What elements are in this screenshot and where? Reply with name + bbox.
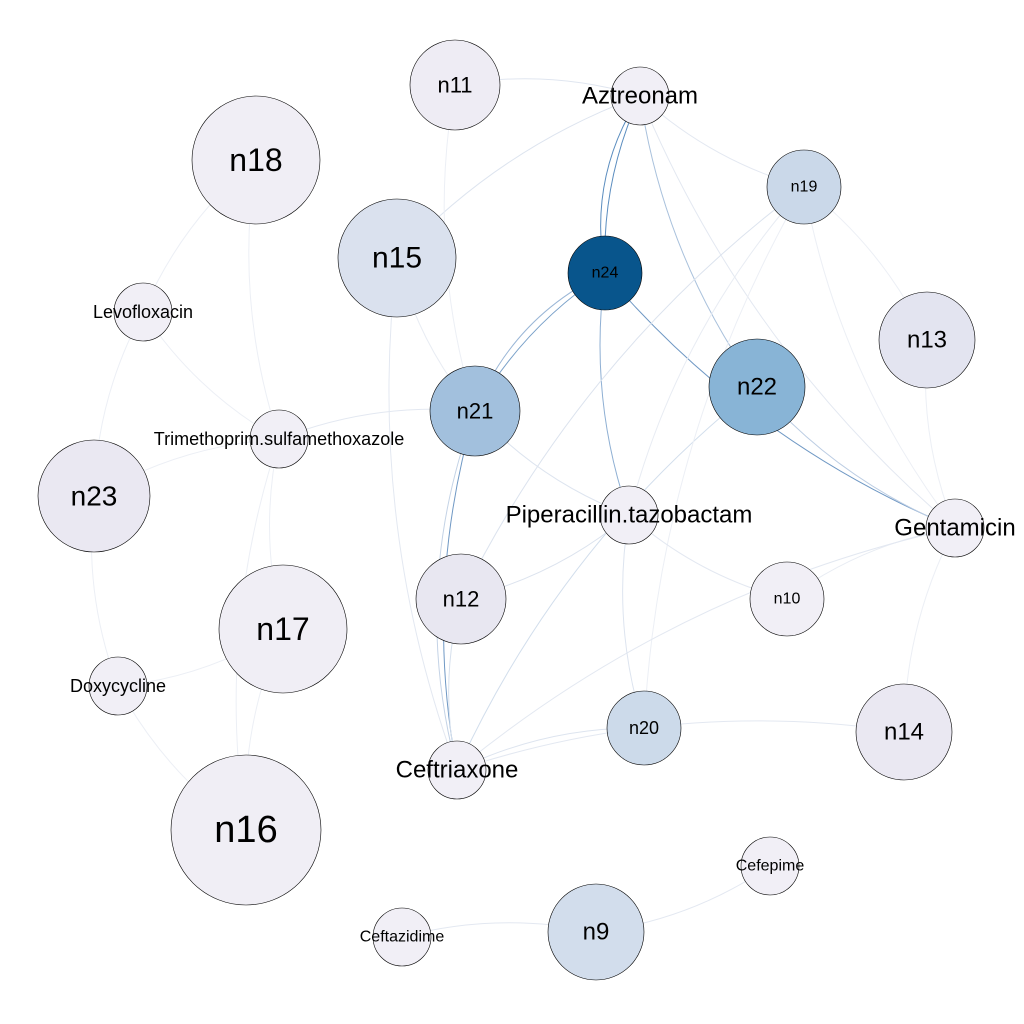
node-n19[interactable]: n19 — [766, 149, 842, 225]
node-n15[interactable]: n15 — [337, 198, 457, 318]
edge-n19-gentamicin — [803, 186, 956, 529]
node-n17[interactable]: n17 — [218, 564, 348, 694]
node-circle[interactable] — [427, 740, 487, 800]
node-n24[interactable]: n24 — [567, 235, 643, 311]
node-label: n11 — [437, 73, 472, 98]
node-circle[interactable] — [606, 690, 682, 766]
node-trimethoprim[interactable]: Trimethoprim.sulfamethoxazole — [154, 409, 404, 469]
node-label: n9 — [583, 919, 610, 946]
node-circle[interactable] — [372, 907, 432, 967]
node-label: n16 — [214, 809, 277, 851]
node-n20[interactable]: n20 — [606, 690, 682, 766]
node-doxycycline[interactable]: Doxycycline — [70, 656, 166, 716]
node-label: Ceftriaxone — [396, 757, 519, 784]
node-circle[interactable] — [855, 683, 953, 781]
node-n13[interactable]: n13 — [878, 291, 976, 389]
node-circle[interactable] — [191, 95, 321, 225]
node-circle[interactable] — [218, 564, 348, 694]
node-circle[interactable] — [88, 656, 148, 716]
node-n23[interactable]: n23 — [37, 439, 151, 553]
node-circle[interactable] — [766, 149, 842, 225]
node-label: n14 — [884, 719, 924, 746]
node-n16[interactable]: n16 — [170, 754, 322, 906]
node-label: n10 — [774, 591, 801, 608]
node-circle[interactable] — [409, 39, 501, 131]
node-gentamicin[interactable]: Gentamicin — [894, 498, 1016, 558]
node-circle[interactable] — [429, 365, 521, 457]
node-circle[interactable] — [610, 66, 670, 126]
node-label: n22 — [737, 374, 777, 401]
node-aztreonam[interactable]: Aztreonam — [582, 66, 698, 126]
node-circle[interactable] — [925, 498, 985, 558]
node-circle[interactable] — [415, 553, 507, 645]
node-circle[interactable] — [740, 836, 800, 896]
node-label: Levofloxacin — [93, 302, 193, 322]
node-circle[interactable] — [337, 198, 457, 318]
node-n11[interactable]: n11 — [409, 39, 501, 131]
node-circle[interactable] — [249, 409, 309, 469]
node-label: Ceftazidime — [360, 929, 445, 946]
node-label: n13 — [907, 327, 947, 354]
node-n9[interactable]: n9 — [547, 883, 645, 981]
node-cefepime[interactable]: Cefepime — [736, 836, 805, 896]
edge-n19-n20 — [643, 186, 805, 729]
node-n21[interactable]: n21 — [429, 365, 521, 457]
node-circle[interactable] — [708, 338, 806, 436]
edge-n19-n12 — [460, 186, 805, 600]
node-label: Gentamicin — [894, 515, 1015, 542]
nodes-layer: n24 n22 n21 n15 n19 n20 n9 n13 n12 n23 n14 n11 n18 n1… — [37, 39, 1016, 981]
node-label: n21 — [457, 399, 494, 424]
edge-n19-piperacillin — [628, 186, 805, 516]
node-n14[interactable]: n14 — [855, 683, 953, 781]
edge-n22-ceftriaxone — [456, 386, 758, 771]
node-label: Doxycycline — [70, 676, 166, 696]
edge-gentamicin-ceftriaxone — [456, 527, 956, 771]
node-label: Aztreonam — [582, 83, 698, 110]
node-ceftazidime[interactable]: Ceftazidime — [360, 907, 445, 967]
node-circle[interactable] — [599, 485, 659, 545]
node-circle[interactable] — [749, 561, 825, 637]
node-label: n17 — [256, 611, 309, 647]
node-circle[interactable] — [37, 439, 151, 553]
node-n12[interactable]: n12 — [415, 553, 507, 645]
node-circle[interactable] — [170, 754, 322, 906]
node-label: n20 — [629, 718, 659, 738]
node-circle[interactable] — [547, 883, 645, 981]
node-label: n18 — [229, 142, 282, 178]
node-label: n24 — [592, 265, 619, 282]
node-label: n19 — [791, 179, 818, 196]
node-label: Trimethoprim.sulfamethoxazole — [154, 429, 404, 449]
node-n10[interactable]: n10 — [749, 561, 825, 637]
node-circle[interactable] — [567, 235, 643, 311]
node-label: Cefepime — [736, 858, 805, 875]
node-n18[interactable]: n18 — [191, 95, 321, 225]
node-ceftriaxone[interactable]: Ceftriaxone — [396, 740, 519, 800]
node-circle[interactable] — [113, 282, 173, 342]
node-n22[interactable]: n22 — [708, 338, 806, 436]
edge-n15-ceftriaxone — [388, 257, 458, 771]
node-label: n15 — [372, 242, 422, 275]
node-label: Piperacillin.tazobactam — [506, 502, 753, 529]
node-piperacillin[interactable]: Piperacillin.tazobactam — [506, 485, 753, 545]
node-levofloxacin[interactable]: Levofloxacin — [93, 282, 193, 342]
node-circle[interactable] — [878, 291, 976, 389]
node-label: n23 — [71, 481, 118, 512]
edge-aztreonam-gentamicin — [639, 95, 956, 529]
node-label: n12 — [443, 587, 480, 612]
